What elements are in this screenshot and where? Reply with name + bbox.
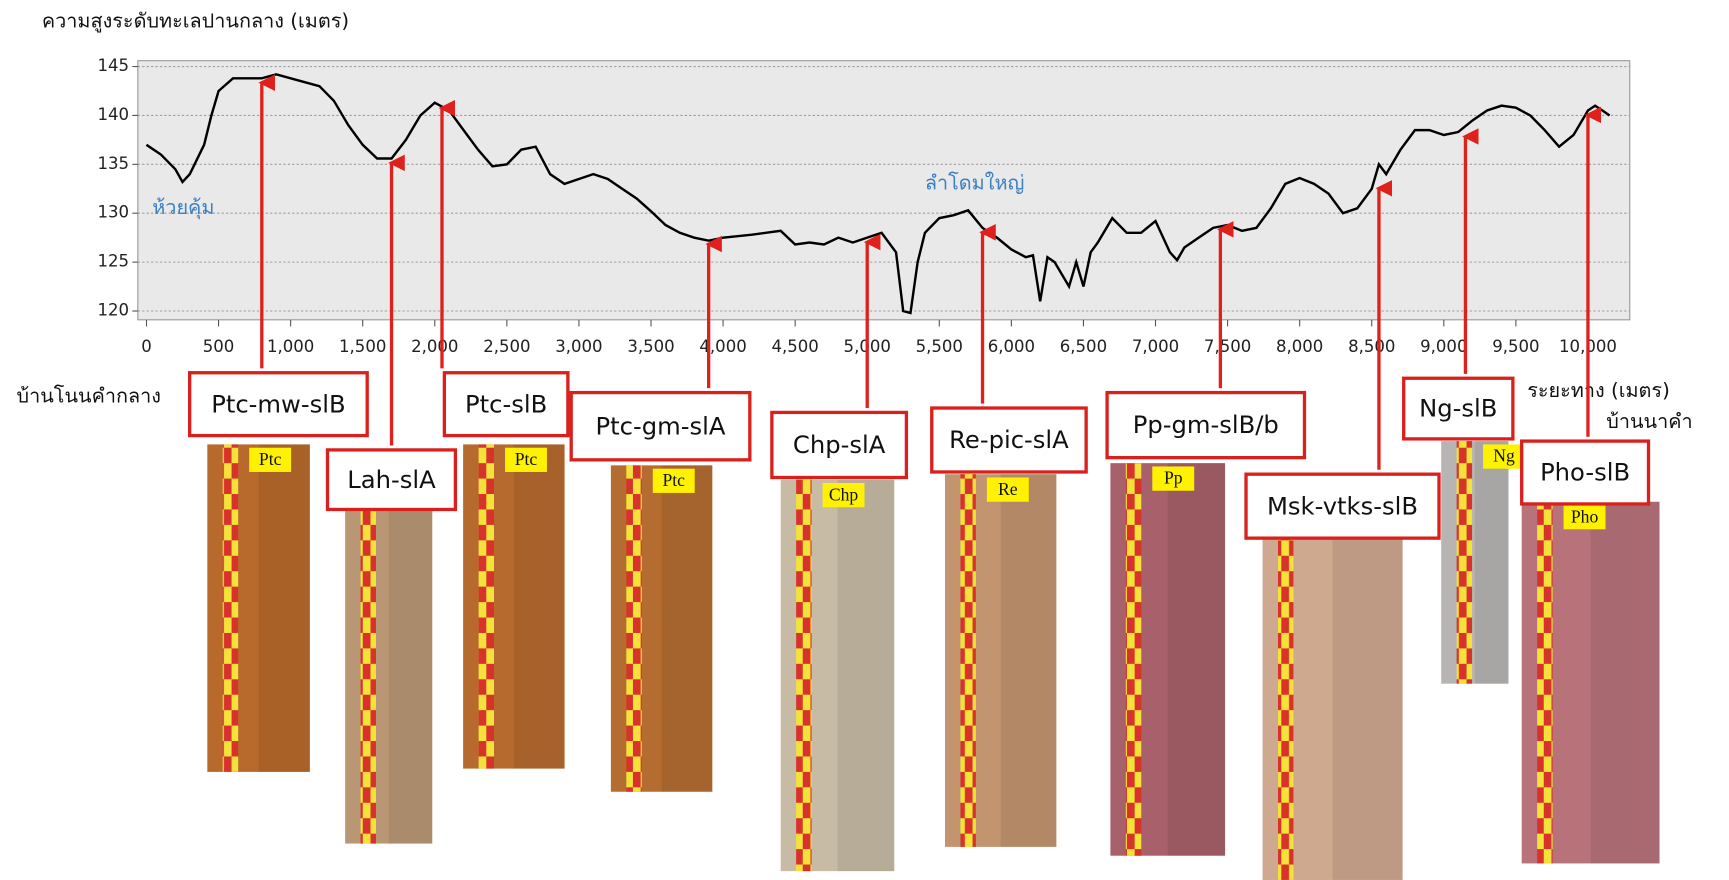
- photo-tag-bg: [249, 447, 292, 472]
- soil-photo-shade: [1000, 474, 1057, 847]
- x-tick-label: 3,000: [555, 337, 602, 356]
- x-tick-label: 6,000: [988, 337, 1035, 356]
- x-tick-label: 4,000: [699, 337, 746, 356]
- measuring-tape: [1537, 501, 1553, 864]
- y-tick-label: 120: [97, 301, 129, 320]
- measuring-tape: [626, 465, 642, 792]
- annotation-label: Ptc-mw-slB: [211, 389, 345, 418]
- measuring-tape: [1456, 441, 1473, 684]
- x-tick-label: 1,500: [339, 337, 386, 356]
- annotation-box: [1105, 390, 1307, 460]
- x-tick-label: 6,500: [1060, 337, 1107, 356]
- annotation-label: Ptc-slB: [465, 389, 547, 418]
- photo-tag: Chp: [829, 484, 859, 504]
- photo-tag: Ptc: [662, 470, 685, 490]
- soil-photo-shade: [258, 444, 310, 772]
- measuring-tape: [960, 474, 976, 847]
- soil-photo-shade: [837, 479, 895, 872]
- photo-tag-bg: [505, 447, 547, 472]
- photo-tag-bg: [1152, 466, 1195, 491]
- soil-photo-shade: [661, 465, 713, 792]
- soil-photo-shade: [1167, 463, 1226, 856]
- photo-tag-bg: [986, 477, 1029, 502]
- start-label: บ้านโนนคำกลาง: [17, 384, 161, 407]
- annotation-box: [1402, 376, 1515, 441]
- annotation-label: Lah-slA: [347, 465, 436, 494]
- photo-tag: Ptc: [259, 449, 282, 469]
- photo-tag-bg: [822, 483, 865, 508]
- measuring-tape: [478, 444, 494, 769]
- x-tick-label: 0: [141, 337, 152, 356]
- measuring-tape: [360, 509, 377, 844]
- measuring-tape: [222, 444, 239, 772]
- x-tick-label: 2,500: [483, 337, 530, 356]
- soil-photo: [345, 509, 433, 844]
- annotation-label: Re-pic-slA: [949, 425, 1069, 454]
- photo-tag: Re: [998, 479, 1018, 499]
- annotation-box: [325, 448, 458, 512]
- annotation-box: [1520, 439, 1651, 506]
- annotation-label: Pho-slB: [1540, 458, 1630, 487]
- soil-photo: [1441, 441, 1509, 684]
- photo-tag: Pp: [1164, 468, 1183, 488]
- annotation-box: [188, 371, 369, 438]
- elevation-line: [145, 73, 1611, 315]
- x-tick-label: 7,500: [1204, 337, 1251, 356]
- annotation-box: [770, 410, 909, 480]
- measuring-tape: [1125, 463, 1142, 856]
- photo-tag: Ng: [1493, 446, 1515, 466]
- annotation-box: [569, 390, 752, 462]
- y-tick-label: 145: [97, 56, 129, 75]
- x-tick-label: 8,000: [1276, 337, 1323, 356]
- soil-photo-shade: [388, 509, 433, 844]
- annotation-label: Msk-vtks-slB: [1267, 491, 1418, 520]
- x-tick-label: 9,500: [1492, 337, 1539, 356]
- annotation-label: Ptc-gm-slA: [596, 411, 726, 440]
- soil-photo-shade: [1474, 441, 1509, 684]
- y-tick-label: 130: [97, 203, 129, 222]
- photo-tag-bg: [1483, 444, 1526, 469]
- soil-photo-shade: [1590, 501, 1660, 864]
- y-tick-label: 140: [97, 105, 129, 124]
- measuring-tape: [1278, 538, 1294, 880]
- place-label: ห้วยคุ้ม: [152, 196, 214, 220]
- x-tick-label: 4,500: [771, 337, 818, 356]
- annotation-label: Ng-slB: [1419, 394, 1497, 423]
- x-tick-label: 7,000: [1132, 337, 1179, 356]
- annotation-box: [442, 371, 570, 438]
- x-tick-label: 500: [203, 337, 235, 356]
- x-tick-label: 1,000: [267, 337, 314, 356]
- x-tick-label: 5,500: [916, 337, 963, 356]
- annotation-label: Chp-slA: [793, 430, 886, 459]
- end-label: บ้านนาคำ: [1606, 410, 1692, 433]
- photo-tag-bg: [1563, 505, 1606, 530]
- plot-area: [137, 60, 1631, 321]
- chart-title: ความสูงระดับทะเลปานกลาง (เมตร): [42, 10, 349, 34]
- photo-tag: Pho: [1571, 506, 1599, 526]
- measuring-tape: [796, 479, 812, 872]
- y-tick-label: 125: [97, 252, 129, 271]
- x-tick-label: 9,000: [1420, 337, 1467, 356]
- x-tick-label: 3,500: [627, 337, 674, 356]
- annotation-box: [930, 406, 1088, 474]
- x-tick-label: 2,000: [411, 337, 458, 356]
- photo-tag: Ptc: [515, 449, 538, 469]
- y-tick-label: 135: [97, 154, 129, 173]
- annotation-box: [1244, 472, 1441, 540]
- x-axis-label: ระยะทาง (เมตร): [1527, 379, 1670, 402]
- soil-photo-shade: [513, 444, 565, 769]
- x-tick-label: 8,500: [1348, 337, 1395, 356]
- photo-tag-bg: [652, 468, 695, 493]
- soil-photo-shade: [1332, 538, 1403, 880]
- annotation-label: Pp-gm-slB/b: [1133, 410, 1279, 439]
- place-label: ลำโดมใหญ่: [925, 171, 1025, 194]
